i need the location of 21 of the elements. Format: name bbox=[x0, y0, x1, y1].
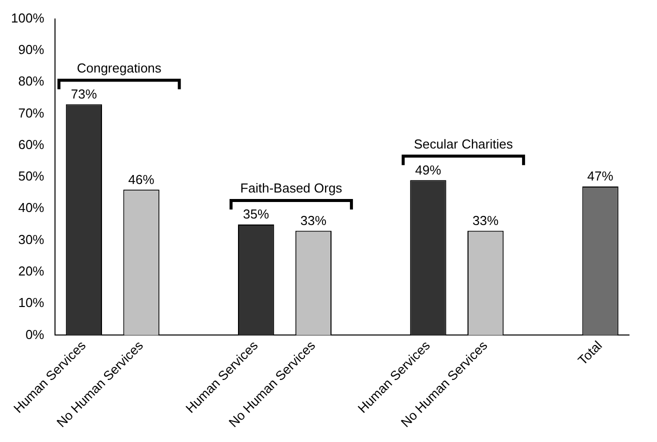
y-tick-label: 10% bbox=[18, 295, 45, 310]
annotation: Secular Charities bbox=[414, 136, 514, 152]
y-tick-label: 100% bbox=[11, 10, 45, 26]
y-tick-label: 0% bbox=[25, 326, 45, 342]
data-label: 33% bbox=[300, 212, 327, 228]
data-label: 73% bbox=[70, 86, 98, 102]
y-tick-label: 60% bbox=[18, 136, 45, 152]
y-tick-label: 90% bbox=[18, 42, 45, 58]
y-tick-label: 50% bbox=[18, 168, 45, 184]
data-label: 47% bbox=[587, 168, 614, 184]
annotation: Faith-Based Orgs bbox=[240, 180, 343, 196]
y-tick-label: 20% bbox=[18, 264, 45, 279]
y-tick-label: 30% bbox=[18, 232, 45, 247]
y-tick-label: 70% bbox=[18, 105, 45, 120]
data-label: 46% bbox=[128, 172, 155, 187]
data-label: 35% bbox=[243, 206, 270, 222]
data-label: 33% bbox=[472, 212, 500, 228]
y-tick-label: 80% bbox=[18, 74, 45, 89]
y-tick-label: 40% bbox=[18, 200, 45, 216]
annotation: Congregations bbox=[76, 60, 162, 76]
data-label: 49% bbox=[415, 162, 442, 178]
